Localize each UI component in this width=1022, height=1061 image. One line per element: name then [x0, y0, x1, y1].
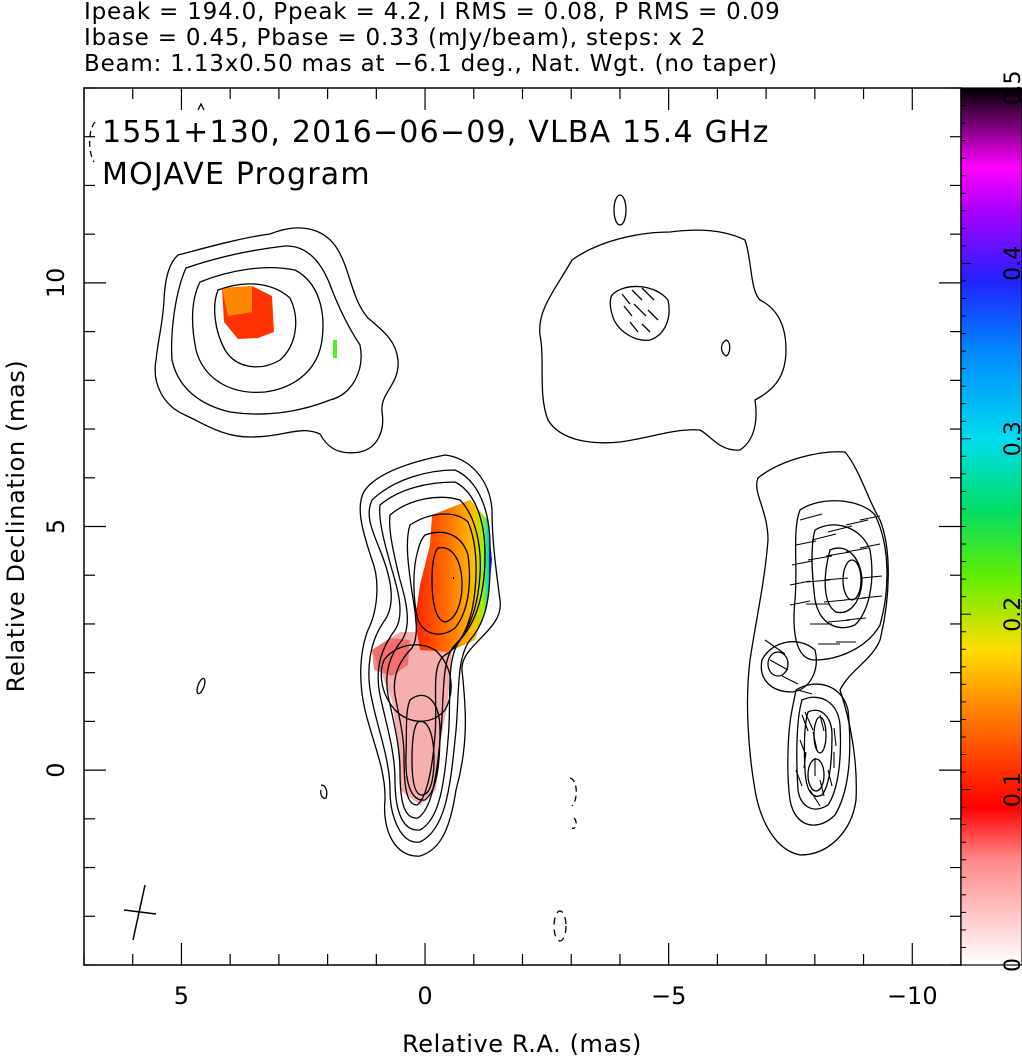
- polarized-contours: [539, 194, 889, 856]
- jet-contour-7: [431, 547, 463, 623]
- colorbar-tick-label: 0.5: [1001, 71, 1022, 106]
- y-tick-label: 10: [42, 268, 70, 299]
- north-contour-outer: [154, 227, 399, 454]
- intensity-contours: [88, 102, 577, 942]
- pol-lower-core: [807, 758, 825, 792]
- noise-contour-3: [569, 777, 577, 829]
- colorbar-tick-label: 0.2: [1001, 597, 1022, 632]
- pol-north-outer: [539, 229, 787, 451]
- jet-contour-5: [393, 513, 477, 806]
- x-axis-ticks: 5 0 −5 −10: [83, 88, 962, 1010]
- green-pixel: [333, 340, 337, 358]
- x-tick-label: 5: [174, 982, 189, 1010]
- north-feature-orange: [222, 286, 252, 316]
- noise-contour-6: [197, 102, 205, 111]
- pol-jet-3: [811, 524, 873, 629]
- x-tick-label: 0: [417, 982, 432, 1010]
- evpa-ticks: [764, 513, 883, 807]
- pol-north-small: [613, 194, 627, 226]
- map-area: [88, 102, 889, 942]
- pol-knot-left-inner: [767, 651, 789, 677]
- beam-marker: [123, 884, 157, 941]
- colorbar-tick-label: 0.4: [1001, 246, 1022, 281]
- noise-contour-2: [320, 784, 328, 800]
- pol-lower-outer: [787, 683, 851, 826]
- knot-contour-b: [405, 694, 441, 801]
- jet-contour-6: [413, 531, 471, 635]
- colorbar-ticks: 0 0.1 0.2 0.3 0.4 0.5: [961, 71, 1022, 972]
- y-tick-label: 5: [42, 519, 70, 534]
- jet-contour-3: [377, 481, 486, 831]
- y-tick-label: 0: [42, 762, 70, 777]
- colorbar-tick-label: 0: [1001, 958, 1022, 972]
- header-line-2: Ibase = 0.45, Pbase = 0.33 (mJy/beam), s…: [84, 25, 707, 51]
- x-tick-label: −5: [651, 982, 686, 1010]
- x-tick-label: −10: [887, 982, 938, 1010]
- header-line-1: Ipeak = 194.0, Ppeak = 4.2, I RMS = 0.08…: [84, 0, 781, 25]
- knot-contour-a: [380, 644, 452, 722]
- noise-contour-1: [196, 677, 206, 695]
- colorbar-tick-label: 0.3: [1001, 421, 1022, 456]
- header-line-3: Beam: 1.13x0.50 mas at −6.1 deg., Nat. W…: [84, 51, 778, 77]
- y-axis-ticks: 0 5 10: [42, 87, 961, 966]
- plot-subtitle: MOJAVE Program: [102, 157, 371, 192]
- plot-frame: [83, 87, 962, 966]
- colorbar-tick-label: 0.1: [1001, 772, 1022, 807]
- pol-north-inner: [609, 285, 670, 341]
- x-axis-label: Relative R.A. (mas): [402, 1030, 642, 1058]
- plot-title: 1551+130, 2016−06−09, VLBA 15.4 GHz: [102, 115, 770, 150]
- pol-small-knot: [720, 339, 731, 357]
- pol-lower-2: [796, 696, 842, 810]
- jet-contour-4: [386, 496, 481, 819]
- pol-jet-outer: [746, 451, 889, 856]
- polarization-image: [222, 286, 492, 805]
- pol-lower-inner: [813, 716, 827, 754]
- jet-contour-1: [359, 454, 501, 857]
- pol-jet-4: [824, 547, 863, 614]
- noise-contour-5: [88, 121, 96, 163]
- pol-jet-2: [793, 500, 888, 661]
- knot-contour-c: [411, 720, 435, 796]
- jet-contour-2: [368, 469, 491, 843]
- north-contour-4: [214, 283, 297, 368]
- pol-jet-core: [842, 559, 862, 601]
- pol-north-ticks: [621, 287, 659, 333]
- colorbar: [960, 87, 1022, 966]
- y-axis-label: Relative Declination (mas): [2, 360, 30, 693]
- north-contour-2: [170, 245, 362, 415]
- pol-knot-left: [760, 641, 817, 693]
- noise-contour-4: [553, 910, 567, 942]
- north-contour-3: [191, 267, 324, 394]
